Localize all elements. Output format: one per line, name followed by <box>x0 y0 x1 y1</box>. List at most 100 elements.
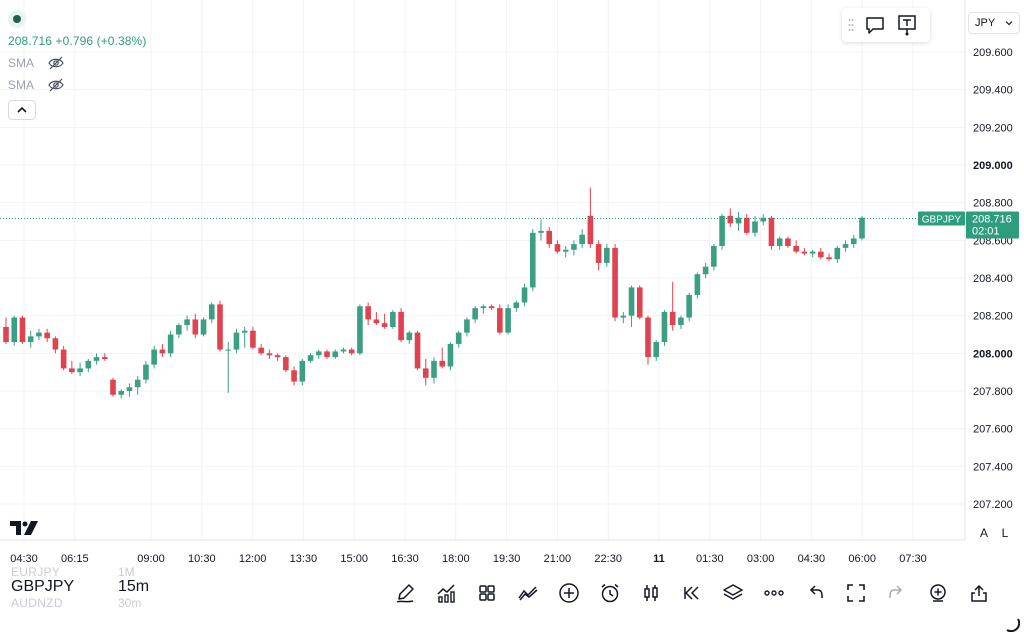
collapse-legend-button[interactable] <box>8 100 36 120</box>
candle <box>348 347 355 356</box>
candlestick-chart[interactable]: 209.600209.400209.200209.000208.800208.6… <box>0 0 1024 570</box>
text-note-icon[interactable] <box>896 14 918 36</box>
redo-button[interactable] <box>880 577 913 609</box>
candle <box>480 304 487 314</box>
candle-body <box>101 357 108 359</box>
candle-body <box>299 360 306 382</box>
market-status-icon[interactable] <box>8 10 26 28</box>
candle <box>752 215 758 237</box>
candle <box>167 330 174 358</box>
candle-body <box>250 330 256 348</box>
indicator-row-sma-2[interactable]: SMA <box>8 78 146 92</box>
candle <box>69 360 75 375</box>
candle-body <box>826 257 832 260</box>
replay-icon <box>683 586 699 600</box>
comment-icon[interactable] <box>864 14 886 36</box>
candle-body <box>760 217 767 222</box>
candle <box>291 366 297 386</box>
candle-body <box>785 238 791 246</box>
indicator-row-sma-1[interactable]: SMA <box>8 56 146 70</box>
candle-body <box>809 251 816 254</box>
candle-body <box>711 245 717 267</box>
log-scale-button[interactable]: L <box>1001 526 1009 540</box>
candle-body <box>801 251 808 254</box>
symbol-switcher[interactable]: EURJPY 1M GBPJPY 15m AUDNZD 30m <box>11 566 149 608</box>
undo-button[interactable] <box>798 577 831 609</box>
x-axis-tick-label: 12:00 <box>239 553 267 565</box>
candle-body <box>348 349 355 354</box>
candle <box>44 328 50 343</box>
symbol-name: AUDNZD <box>11 597 63 608</box>
symbol-timeframe: 1M <box>118 566 135 577</box>
candle <box>52 336 59 354</box>
candle <box>628 285 635 327</box>
candle <box>357 304 363 356</box>
candle <box>11 315 18 346</box>
auto-scale-button[interactable]: A <box>979 526 988 540</box>
candle-body <box>595 244 602 263</box>
candle-body <box>620 315 627 318</box>
candle <box>390 310 396 329</box>
candle <box>529 229 536 292</box>
candle-body <box>274 355 281 358</box>
candle <box>538 219 544 241</box>
candle-body <box>233 332 240 350</box>
symbol-row-next[interactable]: AUDNZD 30m <box>11 597 149 608</box>
candle-body <box>859 217 865 239</box>
candle-body <box>110 379 116 395</box>
candle <box>776 236 783 250</box>
share-button[interactable] <box>962 577 995 609</box>
candle-body <box>77 368 83 373</box>
candle <box>645 315 651 365</box>
currency-select[interactable]: JPY <box>968 12 1020 34</box>
candle-body <box>645 317 651 358</box>
candle <box>208 302 215 324</box>
layers-button[interactable] <box>716 577 749 609</box>
alert-button[interactable] <box>593 577 626 609</box>
candle-body <box>167 334 174 354</box>
candle-body <box>818 251 824 258</box>
candle-body <box>447 343 454 367</box>
candle <box>464 317 470 337</box>
chevron-down-icon <box>1005 21 1013 26</box>
candle-body <box>472 308 478 320</box>
y-axis-tick-label: 209.400 <box>973 85 1013 97</box>
undo-icon <box>809 585 823 598</box>
x-axis-tick-label: 03:00 <box>747 553 775 565</box>
add-button[interactable] <box>552 577 585 609</box>
y-axis-tick-label: 207.800 <box>973 386 1013 398</box>
candle <box>653 340 660 361</box>
fullscreen-button[interactable] <box>839 577 872 609</box>
compare-button[interactable] <box>511 577 544 609</box>
eye-off-icon[interactable] <box>48 56 64 70</box>
eye-off-icon[interactable] <box>48 78 64 92</box>
candle <box>176 323 182 339</box>
candle-body <box>455 332 462 344</box>
candle <box>818 247 824 260</box>
candle <box>134 375 141 395</box>
indicators-button[interactable] <box>429 577 462 609</box>
candle <box>842 240 849 252</box>
candle <box>274 353 281 361</box>
add-to-watchlist-button[interactable] <box>921 577 954 609</box>
chart-type-button[interactable] <box>634 577 667 609</box>
draw-button[interactable] <box>388 577 421 609</box>
candle-body <box>176 325 182 335</box>
candle-body <box>439 360 446 367</box>
symbol-row-prev[interactable]: EURJPY 1M <box>11 566 149 577</box>
candle-body <box>497 308 503 333</box>
layouts-icon <box>478 585 495 601</box>
replay-button[interactable] <box>675 577 708 609</box>
candle-body <box>579 234 585 245</box>
layers-icon <box>722 584 743 600</box>
layouts-button[interactable] <box>470 577 503 609</box>
drag-handle-icon[interactable] <box>848 18 854 32</box>
more-button[interactable] <box>757 577 790 609</box>
tradingview-logo-icon[interactable] <box>10 519 40 537</box>
symbol-row-current[interactable]: GBPJPY 15m <box>11 577 149 597</box>
x-axis-tick-label: 18:00 <box>442 553 470 565</box>
candle <box>859 215 865 241</box>
candle-body <box>727 215 734 224</box>
candle <box>587 187 594 248</box>
